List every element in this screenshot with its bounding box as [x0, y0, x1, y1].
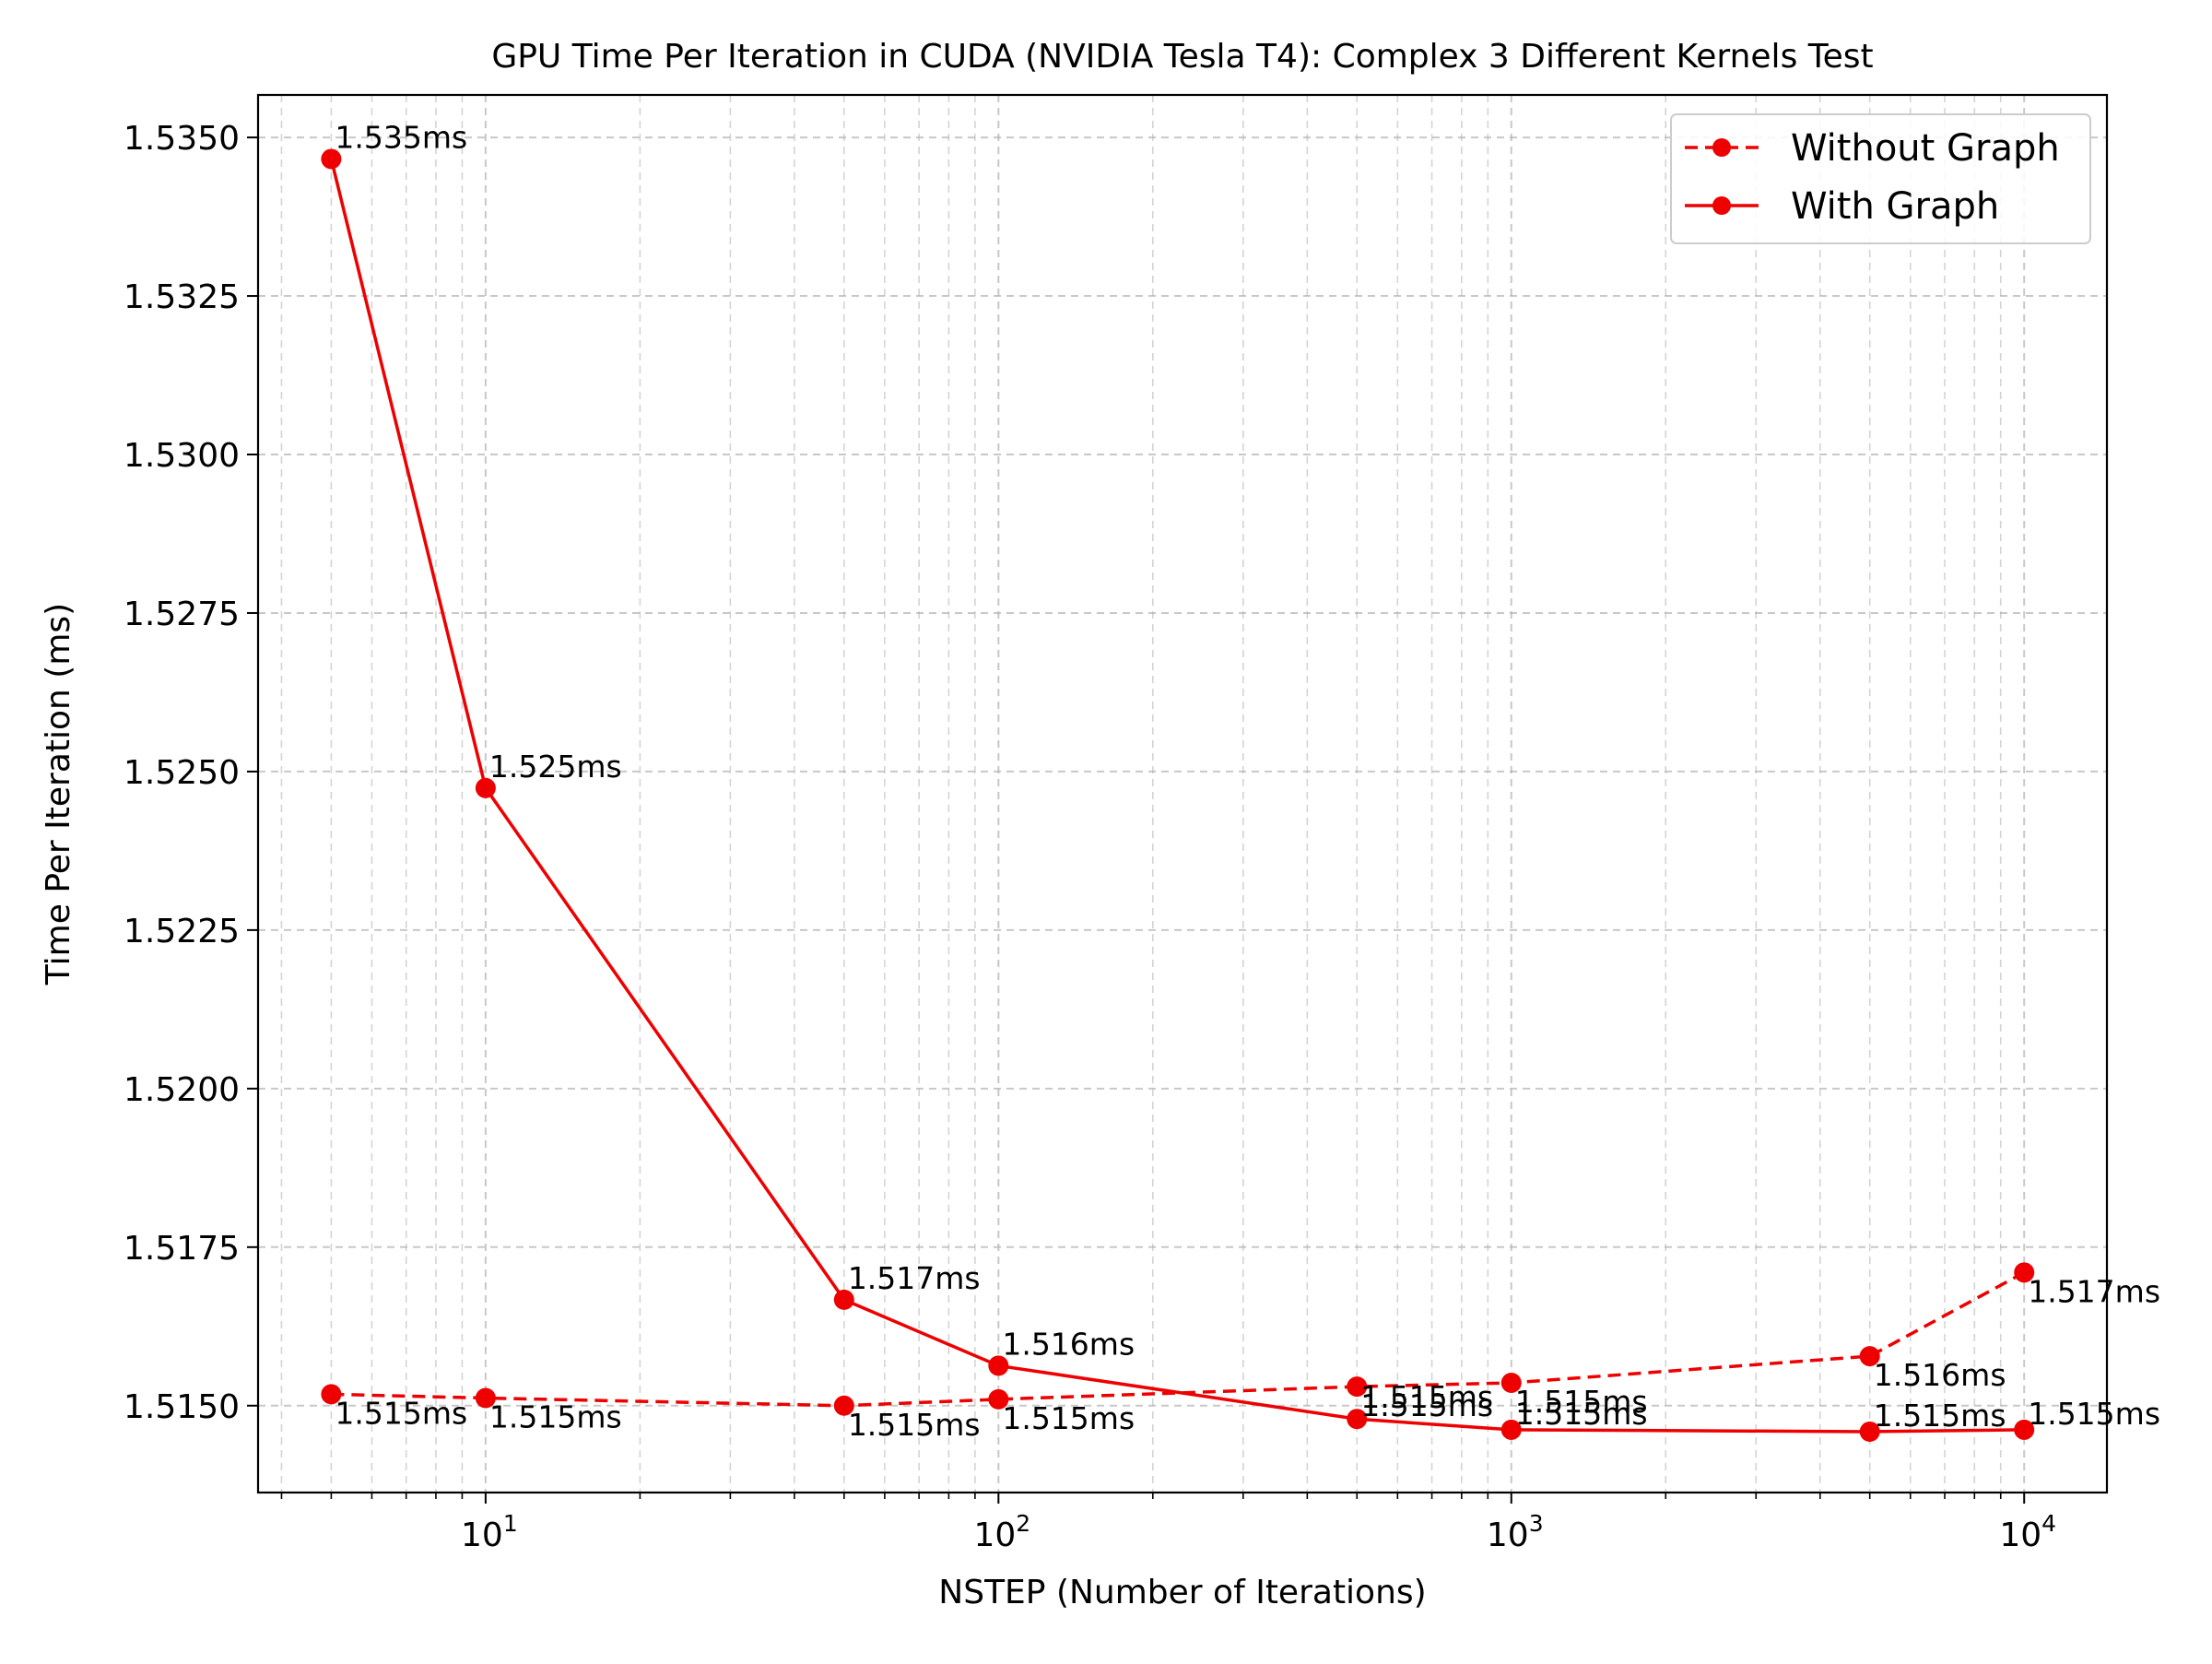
x-tick-label: 103: [1487, 1510, 1544, 1554]
legend-marker-with-graph: [1712, 196, 1731, 215]
data-point-with-graph: [2014, 1419, 2035, 1440]
data-point-with-graph: [1347, 1409, 1368, 1430]
data-point-without-graph: [2014, 1262, 2035, 1283]
y-tick-label: 1.5150: [124, 1388, 240, 1426]
legend-box: [1670, 113, 2091, 244]
plot-frame: [256, 93, 2109, 1494]
data-label-layer: 1.515ms 1.515ms 1.515ms 1.515ms 1.515ms 1.515…: [335, 119, 2160, 1442]
data-point-with-graph: [321, 148, 342, 170]
data-label-without-graph: 1.515ms: [1515, 1384, 1648, 1420]
data-point-without-graph: [833, 1395, 854, 1416]
data-label-without-graph: 1.515ms: [1002, 1400, 1135, 1436]
data-point-without-graph: [1500, 1373, 1522, 1394]
data-point-with-graph: [988, 1355, 1009, 1376]
y-tick-label: 1.5225: [124, 913, 240, 950]
data-label-without-graph: 1.515ms: [1360, 1387, 1493, 1423]
data-label-without-graph: 1.516ms: [1874, 1357, 2006, 1393]
y-tick-label: 1.5175: [124, 1230, 240, 1268]
data-label-without-graph: 1.515ms: [489, 1399, 622, 1435]
data-label-with-graph: 1.535ms: [335, 119, 467, 155]
data-point-without-graph: [1347, 1376, 1368, 1398]
legend-marker-without-graph: [1712, 138, 1731, 157]
data-label-with-graph: 1.516ms: [1002, 1326, 1135, 1362]
data-label-with-graph: 1.515ms: [1515, 1396, 1648, 1432]
y-tick-label: 1.5200: [124, 1071, 240, 1109]
x-tick-label: 101: [461, 1510, 518, 1554]
y-tick-label: 1.5325: [124, 278, 240, 316]
x-tick-label: 102: [973, 1510, 1030, 1554]
y-tick-label: 1.5275: [124, 596, 240, 633]
y-tick-label: 1.5250: [124, 754, 240, 792]
data-point-with-graph: [475, 777, 496, 798]
data-label-with-graph: 1.525ms: [489, 749, 622, 785]
chart-title: GPU Time Per Iteration in CUDA (NVIDIA T…: [491, 38, 1873, 76]
data-label-without-graph: 1.515ms: [848, 1407, 981, 1443]
legend-label-without-graph: Without Graph: [1791, 127, 2060, 170]
data-label-without-graph: 1.517ms: [2028, 1273, 2160, 1309]
legend: Without Graph With Graph: [1670, 113, 2091, 244]
series-layer: [321, 148, 2035, 1442]
data-label-with-graph: 1.515ms: [2028, 1396, 2160, 1432]
data-point-without-graph: [475, 1387, 496, 1409]
series-line-with-graph: [329, 159, 2025, 1434]
data-label-without-graph: 1.515ms: [335, 1395, 467, 1431]
x-axis-label: NSTEP (Number of Iterations): [938, 1574, 1426, 1611]
data-point-with-graph: [1500, 1419, 1522, 1440]
data-point-with-graph: [1859, 1421, 1880, 1442]
data-point-without-graph: [1859, 1346, 1880, 1367]
y-axis-label: Time Per Iteration (ms): [40, 603, 77, 985]
legend-label-with-graph: With Graph: [1791, 185, 1999, 228]
data-point-without-graph: [321, 1384, 342, 1405]
data-point-with-graph: [833, 1289, 854, 1310]
data-point-without-graph: [988, 1388, 1009, 1410]
x-tick-label: 104: [1999, 1510, 2056, 1554]
y-tick-label: 1.5300: [124, 437, 240, 475]
y-tick-label: 1.5350: [124, 120, 240, 158]
data-label-with-graph: 1.517ms: [848, 1260, 981, 1296]
series-line-without-graph: [331, 1270, 2026, 1408]
data-label-with-graph: 1.515ms: [1874, 1398, 2006, 1434]
tick-layer: 101 102 103 104 1.5150 1.5175 1.5200 1.5225 1.52…: [124, 120, 2056, 1554]
data-label-with-graph: 1.515ms: [1360, 1379, 1493, 1415]
